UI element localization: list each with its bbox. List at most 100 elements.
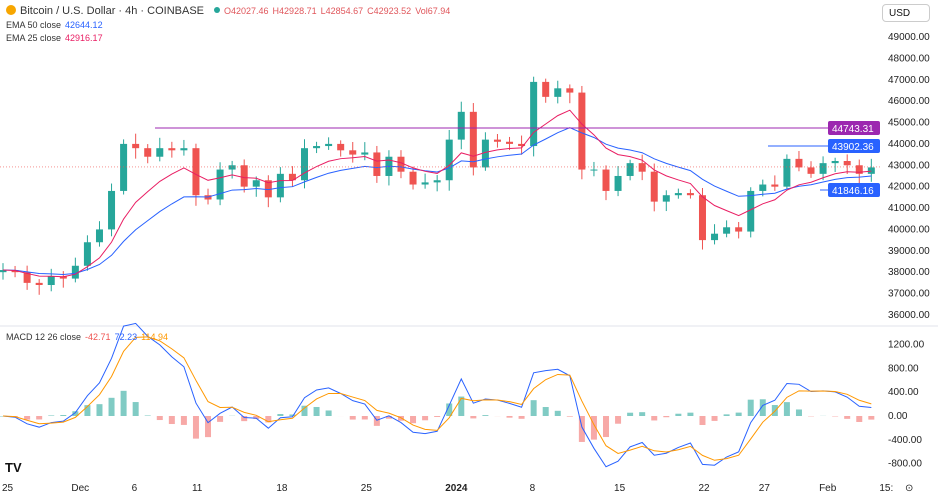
macd-line [2, 322, 872, 468]
candle-body [421, 182, 429, 185]
macd-histogram-bar [590, 416, 597, 440]
candle-body [168, 148, 176, 151]
candle-body [349, 150, 357, 155]
candle-body [469, 111, 477, 168]
level-price-badge [828, 182, 880, 197]
time-tick-label: 8 [530, 483, 536, 494]
macd-histogram-bar [868, 416, 875, 420]
candle-body [373, 152, 381, 176]
candle-body [590, 169, 598, 171]
candle-body [747, 190, 755, 232]
candle-body [144, 148, 152, 157]
candle-body [819, 163, 827, 174]
candle-body [674, 193, 682, 196]
price-tick-label: 39000.00 [888, 246, 930, 257]
macd-histogram-bar [205, 416, 212, 438]
price-tick-label: 42000.00 [888, 182, 930, 193]
candle-body [95, 229, 103, 243]
price-tick-label: 47000.00 [888, 75, 930, 86]
macd-signal-line [2, 336, 872, 461]
macd-histogram-bar [615, 416, 622, 424]
candle-body [132, 143, 140, 149]
candle-body [35, 282, 43, 286]
macd-histogram-bar [735, 412, 742, 416]
candle-body [337, 143, 345, 151]
horizontal-levels[interactable]: 44743.31 43902.36 41846.16 [0, 121, 880, 197]
price-tick-label: 37000.00 [888, 289, 930, 300]
ema50-label: EMA 50 close [6, 20, 62, 30]
candle-body [831, 161, 839, 164]
macd-histogram-bar [747, 399, 754, 416]
ema-50-line [2, 127, 872, 275]
macd-axis[interactable]: 1200.00 800.00 400.00 0.00 -400.00 -800.00 [888, 340, 925, 470]
close-value: C42923.52 [367, 6, 412, 16]
level-price-label: 44743.31 [832, 124, 874, 135]
ema50-value: 42644.12 [65, 20, 103, 30]
candle-body [867, 167, 875, 174]
macd-histogram-bar [96, 404, 103, 416]
candle-body [11, 270, 19, 273]
macd-histogram-bar [313, 406, 320, 416]
candle-body [723, 227, 731, 234]
macd-histogram-bar [844, 416, 851, 419]
tradingview-logo[interactable]: TV [5, 460, 22, 475]
price-axis[interactable]: 49000.00 48000.00 47000.00 46000.00 45000.00… [888, 32, 930, 321]
ema25-legend[interactable]: EMA 25 close 42916.17 [6, 33, 107, 43]
time-tick-label: Dec [71, 483, 89, 494]
macd-histogram-bar [301, 405, 308, 416]
settings-icon[interactable]: ⊙ [905, 483, 913, 494]
price-tick-label: 45000.00 [888, 118, 930, 129]
time-tick-label: 15: [879, 483, 893, 494]
macd-histogram-bar [241, 416, 248, 422]
macd-legend[interactable]: MACD 12 26 close -42.71 72.23 114.94 [6, 332, 172, 342]
low-value: L42854.67 [320, 6, 364, 16]
candle-body [530, 81, 538, 147]
candle-body [578, 92, 586, 170]
macd-histogram-bar [711, 416, 718, 421]
macd-histogram-bar [699, 416, 706, 425]
macd-histogram-bar [759, 399, 766, 416]
macd-histogram-bar [289, 414, 296, 416]
macd-histogram-bar [627, 412, 634, 416]
macd-histogram-bar [458, 396, 465, 416]
candle-body [686, 193, 694, 196]
macd-histogram-bar [36, 416, 43, 420]
macd-histogram-bar [530, 400, 537, 416]
ema50-legend[interactable]: EMA 50 close 42644.12 [6, 20, 107, 30]
price-tick-label: 49000.00 [888, 32, 930, 43]
price-tick-label: 46000.00 [888, 96, 930, 107]
macd-histogram-bar [84, 405, 91, 416]
candle-body [771, 184, 779, 187]
bitcoin-icon [6, 5, 16, 15]
macd-histogram-bar [144, 415, 151, 416]
level-price-label: 43902.36 [832, 142, 874, 153]
macd-tick-label: 0.00 [888, 411, 908, 422]
candle-body [711, 233, 719, 241]
time-axis[interactable]: 25 Dec 6 11 18 25 2024 8 15 22 27 Feb 15: [2, 483, 893, 494]
currency-button[interactable]: USD [882, 4, 930, 22]
level-price-badge [828, 138, 880, 153]
macd-tick-label: 1200.00 [888, 340, 925, 351]
time-tick-label: 25 [2, 483, 14, 494]
macd-histogram-bar [349, 416, 356, 420]
macd-histogram-bar [603, 416, 609, 438]
candle-body [301, 148, 308, 181]
level-price-badge [828, 121, 880, 136]
macd-histogram-bar [639, 412, 646, 416]
macd-histogram-bar [518, 416, 525, 419]
candle-body [59, 276, 67, 279]
macd-pane [0, 322, 875, 468]
candle-body [843, 161, 851, 166]
time-tick-label: 6 [132, 483, 138, 494]
open-value: O42027.46 [224, 6, 269, 16]
macd-histogram-bar [687, 412, 694, 416]
symbol-legend: Bitcoin / U.S. Dollar · 4h · COINBASE O42… [6, 5, 454, 17]
macd-tick-label: -400.00 [888, 435, 922, 446]
macd-histogram-bar [265, 416, 272, 423]
macd-histogram-bar [446, 403, 453, 416]
ema25-value: 42916.17 [65, 33, 103, 43]
candle-body [83, 242, 91, 266]
macd-histogram-bar [482, 415, 489, 416]
candle-body [120, 143, 128, 191]
